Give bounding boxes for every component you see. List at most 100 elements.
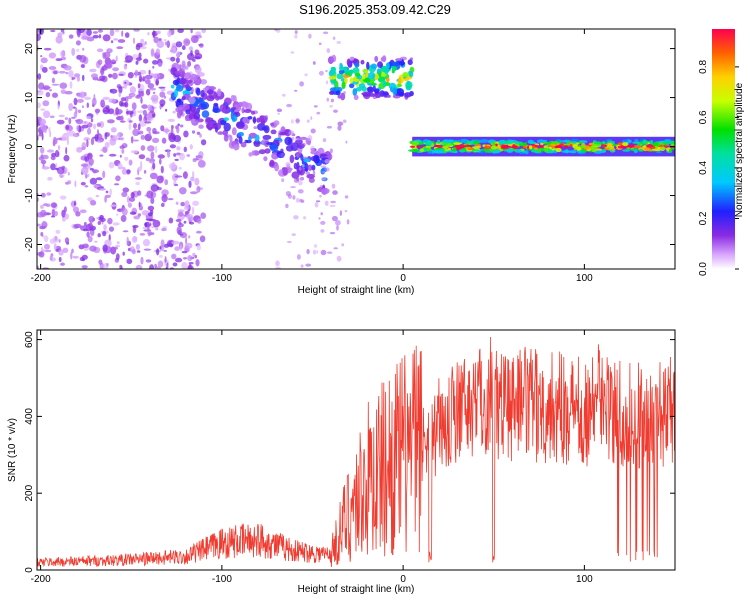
heatmap-cell <box>124 32 130 38</box>
heatmap-cell <box>490 145 498 150</box>
heatmap-cell <box>98 188 106 191</box>
heatmap-cell <box>72 133 80 138</box>
heatmap-cell <box>153 36 159 44</box>
heatmap-cell <box>62 31 65 35</box>
heatmap-cell <box>276 29 281 33</box>
heatmap-cell <box>333 109 338 113</box>
heatmap-cell <box>95 194 100 198</box>
heatmap-cell <box>76 146 83 153</box>
heatmap-cell <box>126 236 129 245</box>
heatmap-cell <box>174 183 179 187</box>
heatmap-cell <box>457 139 461 143</box>
heatmap-cell <box>306 119 310 123</box>
heatmap-cell <box>570 141 578 144</box>
heatmap-cell <box>84 156 88 161</box>
heatmap-cell <box>404 92 412 98</box>
heatmap-cell <box>341 81 346 89</box>
heatmap-cell <box>214 126 219 133</box>
heatmap-cell <box>137 166 142 172</box>
spectrogram-x-label: Height of straight line (km) <box>298 285 415 296</box>
heatmap-cell <box>60 195 67 200</box>
snr-line-path <box>36 336 676 568</box>
heatmap-cell <box>253 139 261 147</box>
heatmap-cell <box>64 167 68 174</box>
heatmap-cell <box>349 77 353 84</box>
heatmap-cell <box>161 228 167 232</box>
heatmap-cell <box>137 190 142 196</box>
heatmap-cell <box>190 35 199 44</box>
heatmap-cell <box>80 181 86 186</box>
heatmap-cell <box>63 65 72 71</box>
heatmap-cell <box>607 140 615 144</box>
heatmap-cell <box>140 96 143 104</box>
figure-title: S196.2025.353.09.42.C29 <box>299 2 451 17</box>
heatmap-cell <box>384 68 389 75</box>
heatmap-cell <box>110 127 117 133</box>
heatmap-cell <box>514 149 522 153</box>
heatmap-cell <box>467 147 475 151</box>
spectrogram-x-tick-label: 100 <box>576 273 593 284</box>
heatmap-cell <box>75 211 81 217</box>
heatmap-cell <box>149 172 158 180</box>
heatmap-cell <box>275 260 280 267</box>
heatmap-cell <box>551 141 559 145</box>
heatmap-cell <box>39 118 46 127</box>
heatmap-cell <box>276 139 280 147</box>
heatmap-cell <box>161 203 165 207</box>
heatmap-cell <box>120 97 127 102</box>
heatmap-cell <box>500 144 509 149</box>
heatmap-cell <box>528 145 533 150</box>
heatmap-cell <box>336 40 341 45</box>
heatmap-cell <box>41 124 47 133</box>
heatmap-cell <box>181 45 186 51</box>
heatmap-cell <box>114 183 120 186</box>
heatmap-cell <box>175 175 183 178</box>
heatmap-cell <box>303 216 307 220</box>
heatmap-cell <box>40 192 46 198</box>
heatmap-cell <box>162 193 167 199</box>
heatmap-cell <box>201 29 206 34</box>
heatmap-cell <box>56 119 65 125</box>
heatmap-cell <box>86 116 91 120</box>
heatmap-cell <box>82 243 89 249</box>
heatmap-cell <box>396 83 403 88</box>
heatmap-cell <box>124 81 127 85</box>
heatmap-cell <box>237 131 244 137</box>
heatmap-cell <box>194 49 200 55</box>
heatmap-cell <box>177 98 182 103</box>
heatmap-cell <box>82 47 85 51</box>
heatmap-cell <box>143 58 149 64</box>
heatmap-cell <box>196 218 202 224</box>
heatmap-cell <box>133 122 137 129</box>
heatmap-cell <box>398 91 405 96</box>
heatmap-cell <box>197 160 206 168</box>
heatmap-cell <box>181 262 188 269</box>
heatmap-cell <box>105 190 109 194</box>
heatmap-cell <box>330 200 336 204</box>
heatmap-cell <box>346 58 351 66</box>
heatmap-cell <box>247 116 253 120</box>
heatmap-cell <box>310 128 316 134</box>
heatmap-cell <box>62 132 70 141</box>
heatmap-cell <box>291 233 296 237</box>
heatmap-cell <box>217 131 224 135</box>
heatmap-cell <box>159 91 166 98</box>
heatmap-cell <box>263 125 270 134</box>
heatmap-cell <box>38 251 45 258</box>
heatmap-cell <box>128 159 133 166</box>
colorbar-tick-label: 0.6 <box>698 110 709 124</box>
heatmap-cell <box>175 218 182 223</box>
heatmap-cell <box>175 41 183 48</box>
heatmap-cell <box>326 48 331 54</box>
heatmap-cell <box>496 145 502 150</box>
heatmap-cell <box>385 77 390 83</box>
heatmap-cell <box>325 69 328 73</box>
heatmap-cell <box>483 145 492 150</box>
heatmap-cell <box>69 81 73 89</box>
heatmap-cell <box>219 104 227 112</box>
spectrogram-y-tick-label: 10 <box>24 92 35 104</box>
heatmap-cell <box>254 134 260 142</box>
heatmap-cell <box>148 69 151 75</box>
heatmap-cell <box>580 140 588 144</box>
heatmap-cell <box>344 209 348 213</box>
